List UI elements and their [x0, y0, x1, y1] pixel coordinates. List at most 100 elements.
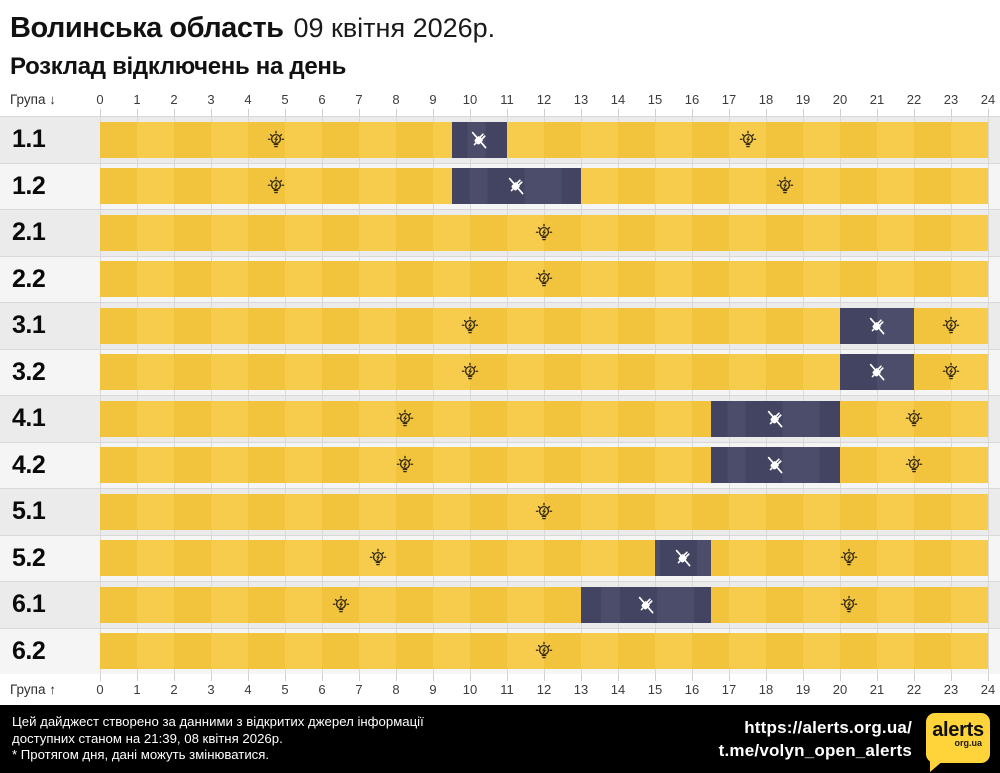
schedule-row: 4.2 — [0, 441, 1000, 488]
disclaimer-text: Цей дайджест створено за данними з відкр… — [12, 714, 424, 764]
unplugged-icon — [763, 453, 787, 477]
unplugged-glyph — [767, 410, 783, 427]
telegram-url-link[interactable]: t.me/volyn_open_alerts — [718, 741, 912, 760]
footer: Цей дайджест створено за данними з відкр… — [0, 705, 1000, 773]
hour-tick-label: 5 — [281, 682, 289, 697]
hour-tick-label: 10 — [462, 682, 478, 697]
lightbulb-icon — [533, 268, 556, 291]
outage-segment — [655, 540, 711, 576]
schedule-row: 3.1 — [0, 302, 1000, 349]
group-label: 6.1 — [12, 590, 46, 619]
hour-tick-label: 22 — [906, 682, 922, 697]
group-label: 4.1 — [12, 404, 46, 433]
hour-tick-label: 21 — [869, 682, 885, 697]
outage-segment — [840, 354, 914, 390]
hour-tick-label: 0 — [96, 682, 104, 697]
row-track — [100, 117, 989, 163]
lightbulb-icon — [264, 175, 287, 198]
unplugged-glyph — [675, 549, 691, 567]
lightbulb-icon — [366, 547, 389, 570]
links-block: https://alerts.org.ua/ t.me/volyn_open_a… — [719, 716, 912, 762]
group-axis-label-bottom: Група ↑ — [10, 682, 56, 697]
hour-tick-label: 12 — [536, 682, 552, 697]
schedule-row: 6.1 — [0, 581, 1000, 628]
hour-tick-label: 6 — [318, 92, 326, 107]
group-axis-label-top: Група ↓ — [10, 92, 56, 107]
lightbulb-glyph — [535, 641, 553, 659]
unplugged-icon — [865, 360, 889, 384]
schedule-row: 3.2 — [0, 348, 1000, 395]
unplugged-icon — [865, 314, 889, 338]
hour-tick-label: 24 — [980, 92, 996, 107]
lightbulb-icon — [533, 500, 556, 523]
power-on-bar — [100, 540, 988, 576]
hour-axis-bottom: Група ↑ 0 1 2 3 4 5 6 7 8 9 10 11 12 13 14 15 16 17 18 19 20 2… — [0, 674, 1000, 700]
outage-segment — [581, 586, 711, 623]
power-on-bar — [100, 214, 988, 251]
group-label: 2.2 — [12, 264, 46, 293]
date-label: 09 квітня 2026р. — [293, 13, 496, 43]
lightbulb-icon — [533, 640, 556, 663]
schedule-row: 4.1 — [0, 395, 1000, 442]
power-on-bar — [100, 121, 988, 158]
lightbulb-glyph — [461, 316, 479, 333]
tick-gridlines — [100, 674, 989, 681]
outage-segment — [451, 121, 507, 158]
outage-segment — [710, 400, 840, 437]
lightbulb-glyph — [267, 130, 284, 147]
power-on-bar — [100, 354, 988, 390]
hour-tick-label: 23 — [943, 92, 959, 107]
unplugged-glyph — [638, 596, 654, 613]
tick-gridlines — [100, 109, 989, 116]
row-track — [100, 349, 989, 395]
row-track — [100, 489, 989, 535]
lightbulb-glyph — [397, 409, 414, 426]
page-subtitle: Розклад відключень на день — [10, 53, 347, 80]
row-track — [100, 442, 989, 488]
outage-segment — [710, 447, 840, 483]
power-on-bar — [100, 307, 988, 344]
hour-axis-top: Група ↓ 0 1 2 3 4 5 6 7 8 9 10 11 12 13 14 15 16 17 18 19 20 2… — [0, 90, 1000, 116]
group-label: 1.1 — [12, 125, 46, 154]
hour-tick-label: 14 — [610, 92, 626, 107]
power-on-bar — [100, 261, 988, 297]
logo-text: alerts — [932, 719, 984, 741]
row-track — [100, 163, 989, 209]
schedule-row: 2.1 — [0, 209, 1000, 256]
site-url-link[interactable]: https://alerts.org.ua/ — [744, 718, 912, 737]
group-label: 4.2 — [12, 450, 46, 479]
schedule-row: 2.2 — [0, 255, 1000, 302]
unplugged-glyph — [767, 456, 783, 474]
lightbulb-glyph — [369, 548, 386, 566]
unplugged-glyph — [508, 177, 524, 195]
lightbulb-icon — [940, 361, 963, 384]
hour-tick-label: 2 — [170, 682, 178, 697]
hour-tick-label: 24 — [980, 682, 996, 697]
group-label: 5.2 — [12, 543, 46, 572]
hour-tick-label: 19 — [795, 92, 811, 107]
row-track — [100, 303, 989, 349]
region-title: Волинська область — [10, 12, 284, 44]
hour-tick-label: 18 — [758, 682, 774, 697]
hour-tick-label: 20 — [832, 92, 848, 107]
hour-tick-label: 7 — [355, 682, 363, 697]
hour-tick-label: 17 — [721, 682, 737, 697]
hour-tick-label: 10 — [462, 92, 478, 107]
power-on-bar — [100, 633, 988, 669]
group-label: 2.1 — [12, 218, 46, 247]
hour-tick-label: 18 — [758, 92, 774, 107]
lightbulb-glyph — [841, 595, 858, 612]
group-label: 6.2 — [12, 636, 46, 665]
row-track — [100, 396, 989, 442]
hour-tick-label: 0 — [96, 92, 104, 107]
power-on-bar — [100, 400, 988, 437]
hour-tick-label: 15 — [647, 92, 663, 107]
hour-tick-label: 23 — [943, 682, 959, 697]
group-label: 1.2 — [12, 171, 46, 200]
power-on-bar — [100, 493, 988, 530]
hour-tick-label: 9 — [429, 682, 437, 697]
outage-segment — [451, 168, 581, 204]
lightbulb-icon — [903, 407, 926, 430]
row-track — [100, 256, 989, 302]
